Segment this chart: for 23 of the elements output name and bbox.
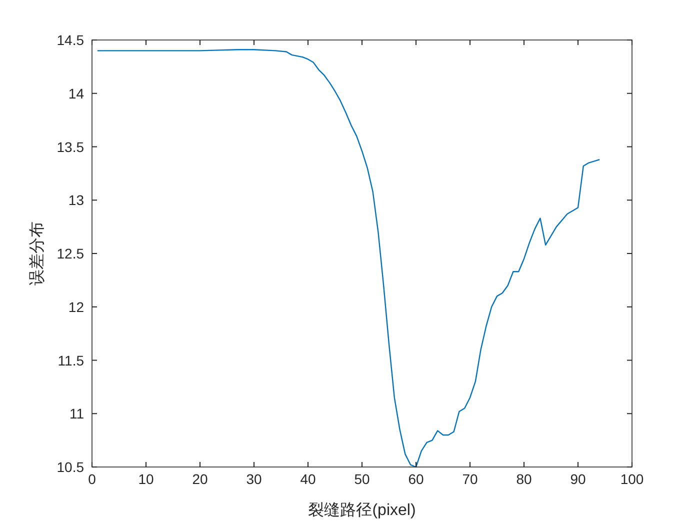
x-tick-label: 70 — [462, 471, 478, 487]
y-tick-label: 12 — [68, 298, 84, 315]
y-axis-title: 误差分布 — [28, 222, 46, 286]
y-tick-label: 10.5 — [56, 459, 84, 475]
x-tick-label: 50 — [354, 471, 370, 487]
y-tick-label: 11.5 — [58, 352, 84, 368]
y-tick-label: 11 — [69, 406, 84, 422]
y-tick-label: 13 — [68, 192, 84, 208]
y-tick-label: 13.5 — [56, 138, 84, 155]
y-tick-label: 14.5 — [56, 32, 84, 48]
x-tick-label: 90 — [570, 471, 586, 487]
y-tick-label: 14 — [68, 85, 84, 102]
line-series — [96, 49, 600, 468]
x-tick-label: 20 — [192, 471, 208, 487]
x-tick-label: 40 — [300, 471, 316, 487]
x-tick-label: 60 — [408, 471, 424, 487]
x-tick-label: 100 — [620, 471, 644, 487]
x-tick-label: 0 — [88, 471, 96, 487]
x-tick-label: 10 — [138, 471, 154, 487]
x-axis-title: 裂缝路径(pixel) — [308, 502, 416, 519]
x-tick-label: 30 — [246, 471, 262, 487]
y-tick-label: 12.5 — [56, 246, 84, 262]
x-tick-label: 80 — [516, 471, 532, 487]
